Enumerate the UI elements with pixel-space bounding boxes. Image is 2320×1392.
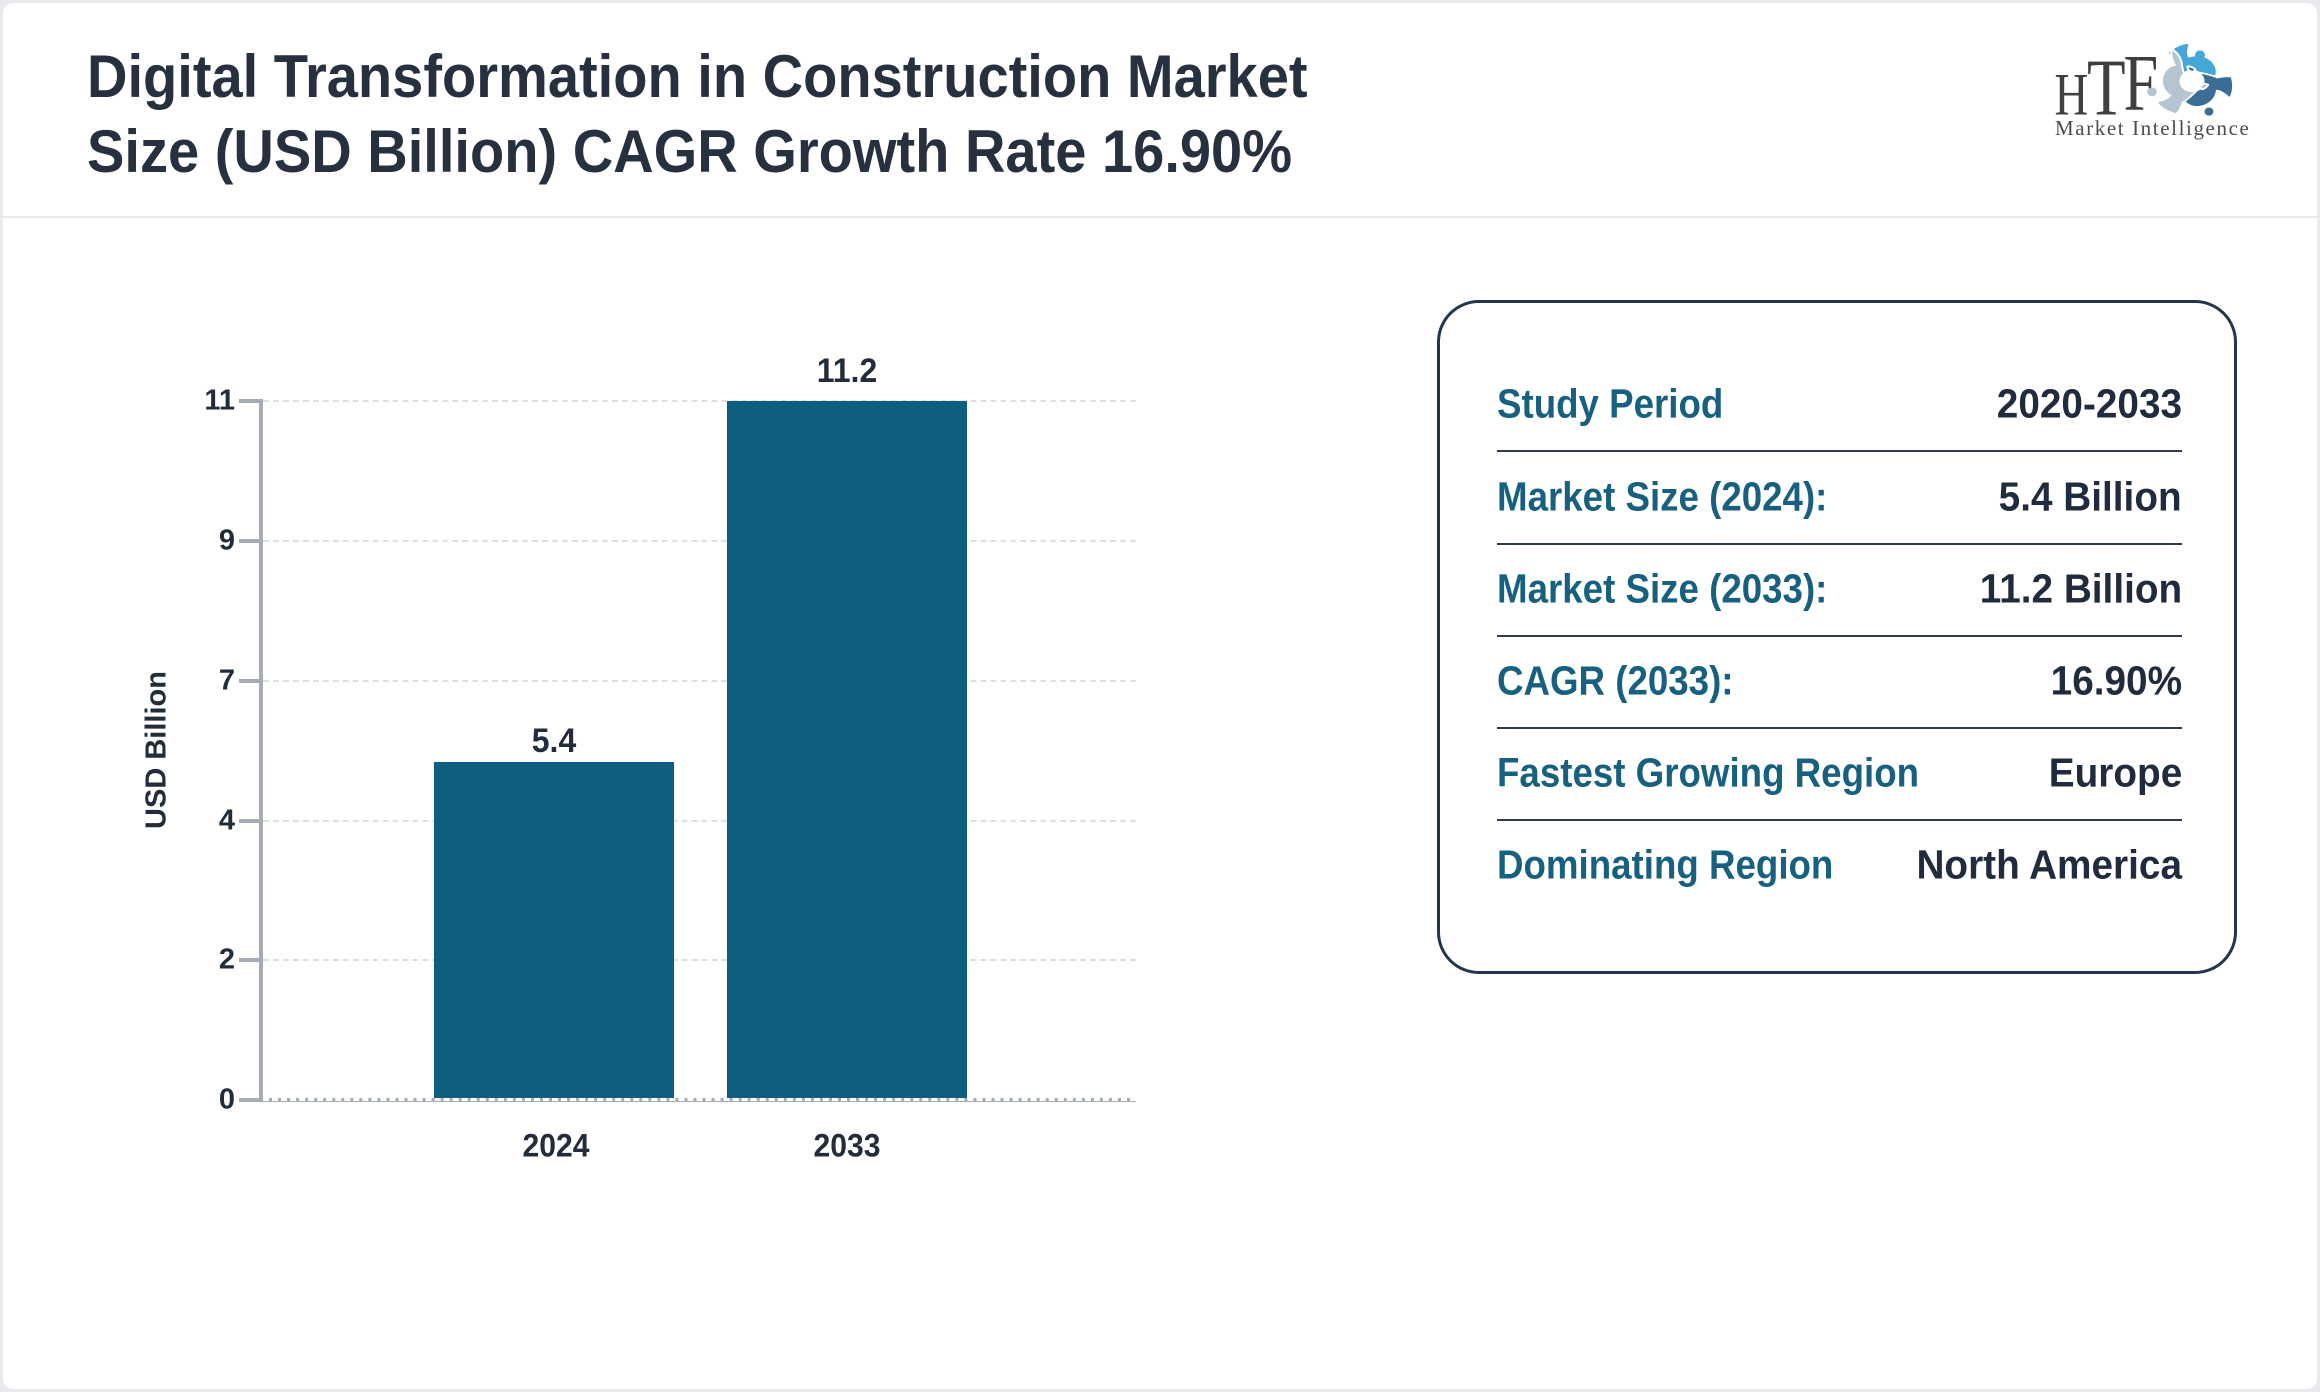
svg-text:F: F xyxy=(2124,39,2159,128)
svg-text:T: T xyxy=(2087,42,2126,132)
svg-text:H: H xyxy=(2055,61,2089,128)
svg-text:Market Intelligence: Market Intelligence xyxy=(2055,116,2250,140)
